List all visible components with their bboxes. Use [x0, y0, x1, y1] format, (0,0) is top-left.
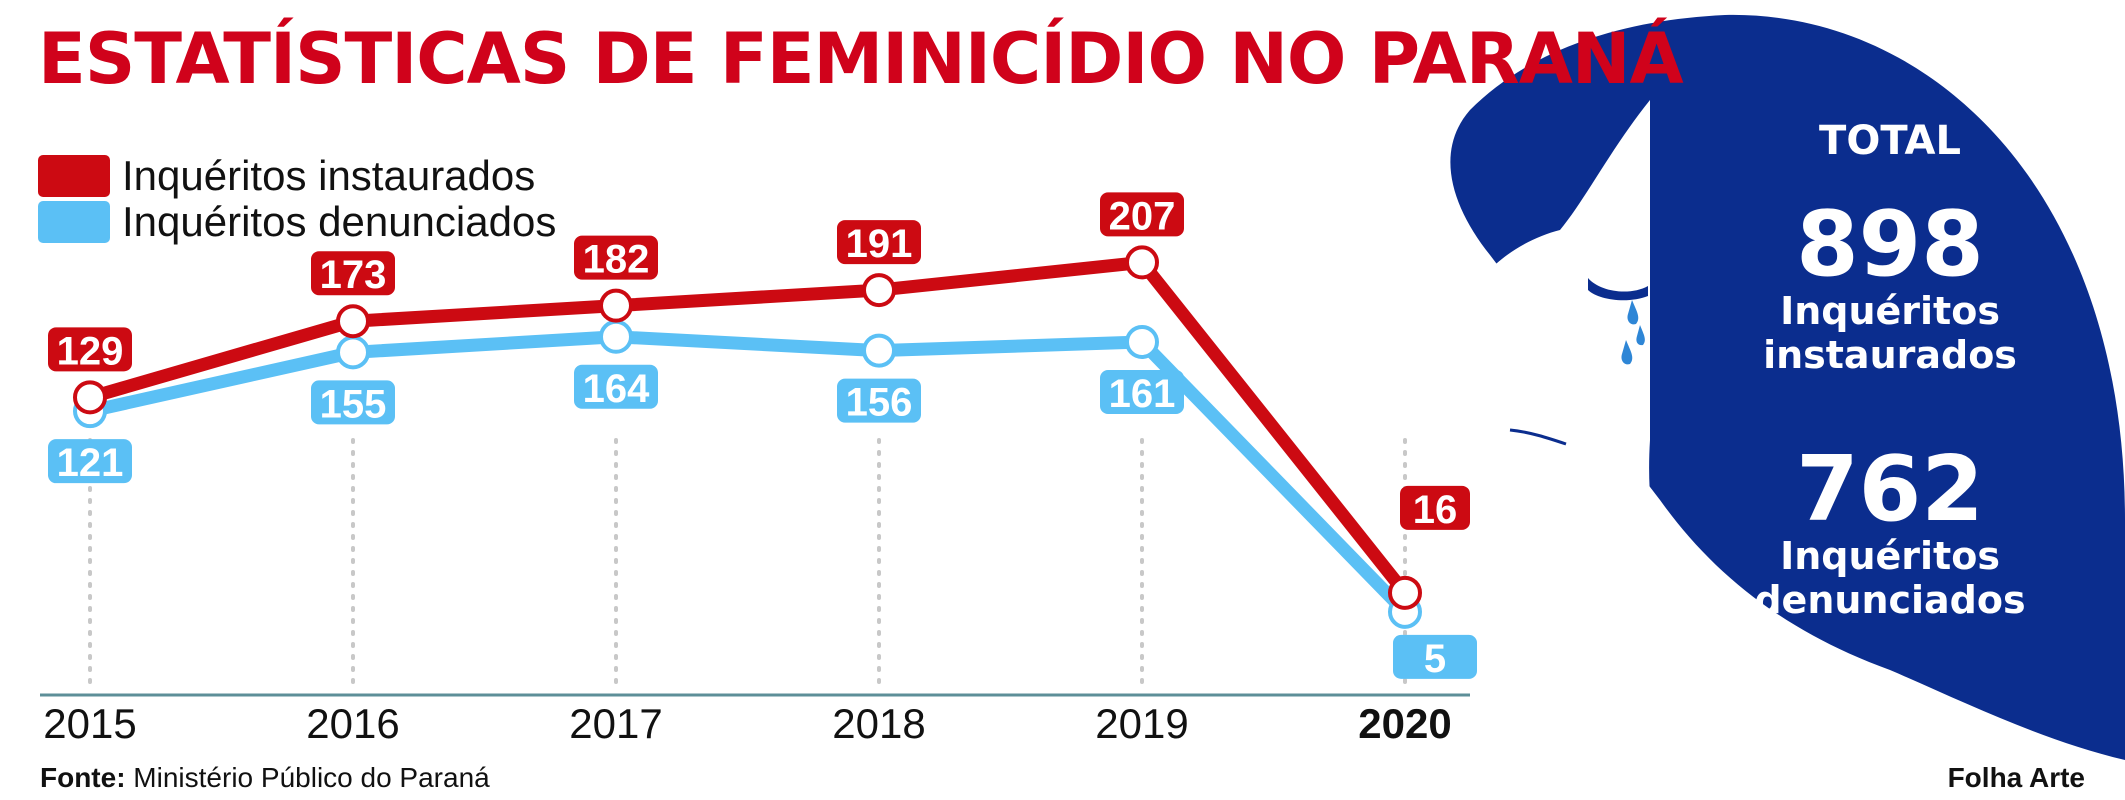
x-tick-label: 2016	[306, 700, 399, 747]
total-denunciados-value: 762	[1796, 437, 1984, 542]
x-tick-label: 2017	[569, 700, 662, 747]
data-label-badge	[837, 220, 921, 265]
data-label-badge	[48, 327, 132, 372]
data-label: 161	[1109, 372, 1176, 416]
source-prefix: Fonte:	[40, 762, 126, 793]
data-point	[336, 335, 370, 370]
total-denunciados-label: Inquéritos denunciados	[1740, 534, 2040, 622]
legend-swatch-blue	[38, 201, 110, 243]
face-profile-shape	[1466, 100, 1720, 684]
lips-line	[1509, 428, 1567, 446]
legend-swatch-red	[38, 155, 110, 197]
data-point	[73, 380, 107, 415]
data-label-badge	[837, 378, 921, 423]
data-point	[599, 288, 633, 323]
data-label-badge	[574, 235, 658, 280]
total-instaurados: 898 Inquéritos instaurados	[1740, 200, 2040, 377]
data-point	[1125, 245, 1159, 280]
data-point	[599, 319, 633, 354]
data-label-badge	[311, 251, 395, 296]
source-text: Ministério Público do Paraná	[125, 762, 490, 793]
data-label: 121	[57, 441, 124, 485]
data-label: 164	[583, 367, 650, 411]
credit-label: Folha Arte	[1947, 762, 2085, 793]
page-title: ESTATÍSTICAS DE FEMINICÍDIO NO PARANÁ	[38, 18, 1684, 100]
data-label-badge	[574, 364, 658, 409]
data-label: 16	[1413, 488, 1458, 532]
series-line	[83, 330, 1412, 619]
x-tick-label: 2015	[43, 700, 136, 747]
data-point	[336, 304, 370, 339]
data-label-badge	[311, 380, 395, 425]
data-point	[1125, 324, 1159, 359]
data-label-badge	[48, 439, 132, 484]
source-note: Fonte: Ministério Público do Paraná	[40, 762, 490, 794]
total-denunciados: 762 Inquéritos denunciados	[1740, 445, 2040, 622]
tear-drop-icon	[1627, 300, 1639, 325]
total-instaurados-label: Inquéritos instaurados	[1740, 289, 2040, 377]
x-tick-label: 2018	[832, 700, 925, 747]
data-label-badge	[1393, 634, 1477, 679]
data-label: 155	[320, 382, 387, 426]
data-label: 156	[846, 381, 913, 425]
data-label: 129	[57, 329, 124, 373]
label-line: denunciados	[1754, 577, 2026, 622]
legend-item-denunciados: Inquéritos denunciados	[38, 198, 556, 246]
data-label: 191	[846, 222, 913, 266]
data-label-badge	[1100, 192, 1184, 237]
data-point	[862, 273, 896, 308]
legend-label: Inquéritos instaurados	[122, 152, 536, 199]
legend-label: Inquéritos denunciados	[122, 198, 557, 245]
data-label: 182	[583, 238, 650, 282]
data-label: 5	[1424, 637, 1446, 681]
closed-eye-icon	[1588, 278, 1648, 301]
tear-drop-icon	[1621, 340, 1633, 365]
label-line: Inquéritos	[1780, 289, 2000, 333]
totals-heading: TOTAL	[1819, 118, 1961, 164]
series-line	[83, 255, 1412, 600]
data-point	[1388, 575, 1422, 610]
data-label-badge	[1400, 485, 1470, 530]
label-line: Inquéritos	[1780, 534, 2000, 578]
label-line: instaurados	[1763, 332, 2017, 377]
x-tick-label: 2020	[1358, 700, 1451, 747]
data-label: 207	[1109, 194, 1176, 238]
data-label-badge	[1100, 369, 1184, 414]
legend-item-instaurados: Inquéritos instaurados	[38, 152, 535, 200]
line-chart: 2015 2016 2017 2018 2019 2020 129 173 182 191 207 1…	[40, 192, 1477, 747]
data-label: 173	[320, 253, 387, 297]
tear-drop-icon	[1636, 325, 1645, 346]
data-point	[862, 333, 896, 368]
x-tick-label: 2019	[1095, 700, 1188, 747]
total-instaurados-value: 898	[1796, 192, 1984, 297]
